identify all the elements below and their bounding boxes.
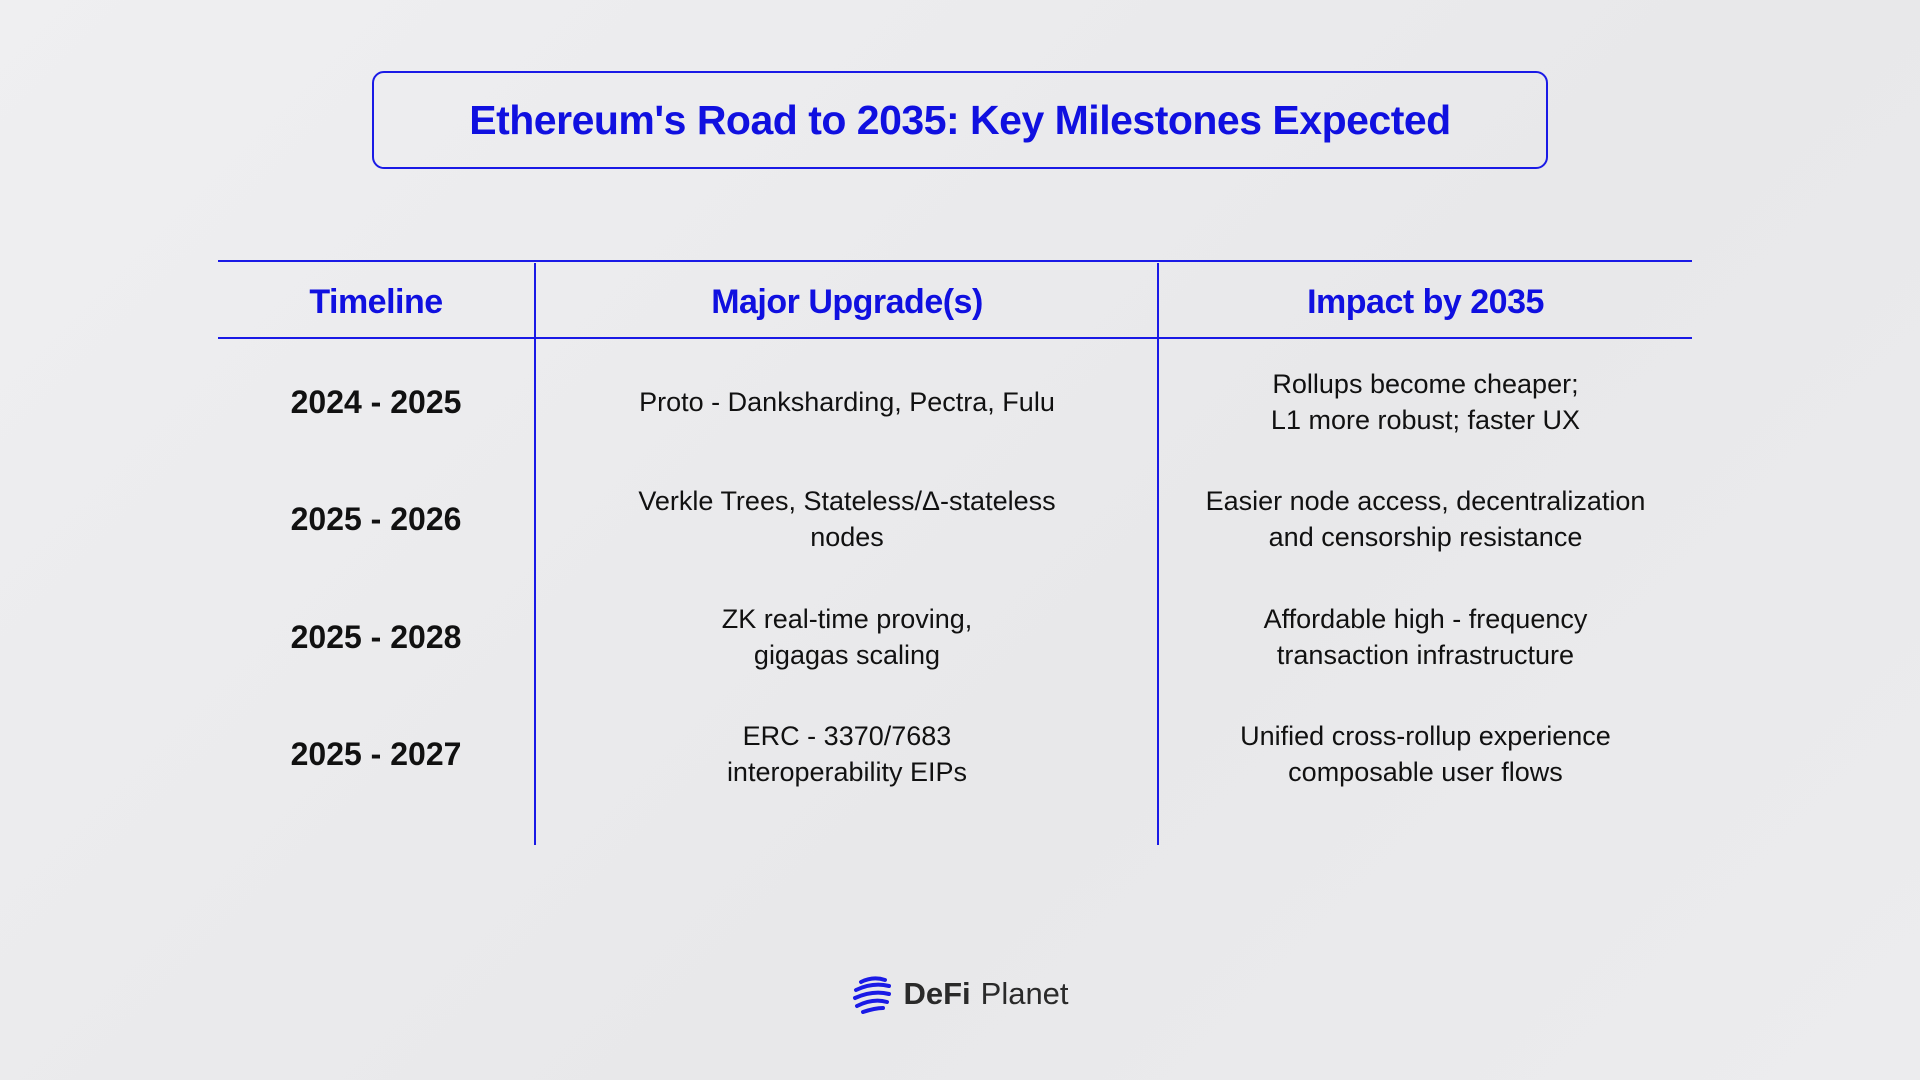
title: Ethereum's Road to 2035: Key Milestones … (469, 96, 1451, 143)
title-box: Ethereum's Road to 2035: Key Milestones … (372, 71, 1548, 169)
table-cell: ERC - 3370/7683 interoperability EIPs (536, 704, 1158, 804)
table-cell: Rollups become cheaper; L1 more robust; f… (1159, 352, 1692, 452)
footer: DeFi Planet (0, 972, 1920, 1016)
column-divider (534, 263, 536, 845)
column-divider (1157, 263, 1159, 845)
column-header: Major Upgrade(s) (711, 282, 983, 321)
header-rule (218, 337, 1692, 339)
table-cell: 2024 - 2025 (218, 352, 534, 452)
cell-line: interoperability EIPs (726, 757, 968, 787)
cell-line: composable user flows (1288, 757, 1563, 787)
brand-light: Planet (980, 976, 1069, 1011)
cell-line: 2025 - 2027 (290, 736, 462, 772)
cell-line: 2025 - 2028 (290, 619, 462, 655)
table-cell: Proto - Danksharding, Pectra, Fulu (536, 352, 1158, 452)
table-cell: Affordable high - frequency transaction i… (1159, 587, 1692, 687)
cell-line: 2025 - 2026 (290, 501, 462, 537)
table-cell: Unified cross-rollup experience composabl… (1159, 704, 1692, 804)
cell-line: gigagas scaling (753, 640, 941, 670)
cell-line: Rollups become cheaper; (1272, 369, 1579, 399)
cell-line: Affordable high - frequency (1263, 604, 1588, 634)
cell-line: ZK real-time proving, (721, 604, 973, 634)
cell-line: L1 more robust; faster UX (1270, 405, 1581, 435)
table-cell: Verkle Trees, Stateless/Δ-stateless nodes (536, 469, 1158, 569)
logo-icon (853, 976, 892, 1014)
table-cell: 2025 - 2027 (218, 704, 534, 804)
brand-bold: DeFi (903, 976, 971, 1011)
table-cell: 2025 - 2028 (218, 587, 534, 687)
cell-line: Verkle Trees, Stateless/Δ-stateless (638, 486, 1056, 516)
cell-line: ERC - 3370/7683 (742, 721, 952, 751)
cell-line: 2024 - 2025 (290, 384, 462, 420)
cell-line: Easier node access, decentralization (1205, 486, 1646, 516)
column-header: Impact by 2035 (1307, 282, 1544, 321)
table-cell: ZK real-time proving, gigagas scaling (536, 587, 1158, 687)
cell-line: and censorship resistance (1268, 522, 1583, 552)
cell-line: transaction infrastructure (1276, 640, 1575, 670)
cell-line: Proto - Danksharding, Pectra, Fulu (639, 387, 1055, 417)
table-cell: 2025 - 2026 (218, 469, 534, 569)
column-header: Timeline (309, 282, 443, 321)
table-cell: Easier node access, decentralization and … (1159, 469, 1692, 569)
cell-line: nodes (810, 522, 884, 552)
cell-line: Unified cross-rollup experience (1240, 721, 1611, 751)
table-top-rule (218, 260, 1692, 262)
